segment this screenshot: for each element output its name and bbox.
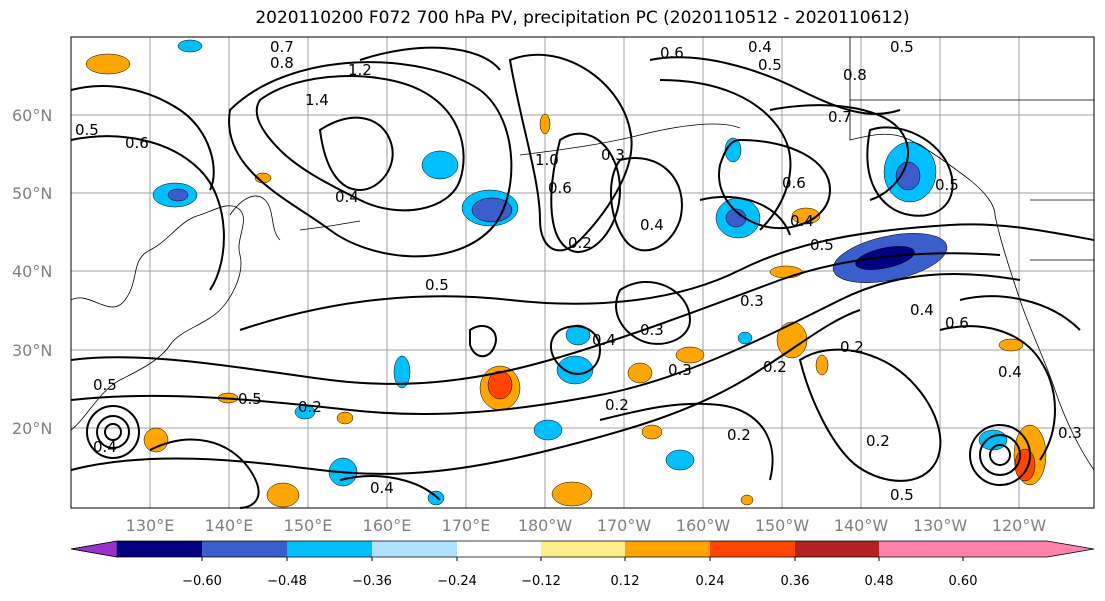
- svg-text:0.3: 0.3: [668, 361, 692, 379]
- svg-text:0.2: 0.2: [763, 358, 787, 376]
- svg-text:0.5: 0.5: [890, 38, 914, 56]
- svg-text:0.7: 0.7: [270, 38, 294, 56]
- contour-labels: 0.7 0.8 1.2 1.4 0.6 0.4 0.5 0.8 0.7 0.5 …: [75, 38, 1082, 504]
- lon-label: 140°E: [205, 516, 254, 535]
- colorbar-tick: −0.24: [437, 574, 477, 589]
- svg-text:0.5: 0.5: [935, 176, 959, 194]
- colorbar-tick: 0.60: [949, 574, 978, 589]
- svg-text:0.6: 0.6: [548, 179, 572, 197]
- map-title: 2020110200 F072 700 hPa PV, precipitatio…: [255, 8, 910, 28]
- svg-text:0.3: 0.3: [640, 321, 664, 339]
- svg-text:0.8: 0.8: [843, 66, 867, 84]
- svg-text:0.2: 0.2: [727, 426, 751, 444]
- lat-label: 50°N: [12, 184, 52, 203]
- lon-label: 150°E: [284, 516, 333, 535]
- lon-label: 140°W: [834, 516, 889, 535]
- svg-text:1.4: 1.4: [305, 91, 329, 109]
- svg-text:0.8: 0.8: [270, 54, 294, 72]
- colorbar: −0.60 −0.48 −0.36 −0.24 −0.12 0.12 0.24 …: [70, 540, 1095, 589]
- colorbar-tick: −0.12: [521, 574, 561, 589]
- colorbar-tick: −0.36: [352, 574, 392, 589]
- svg-text:0.3: 0.3: [1058, 424, 1082, 442]
- svg-text:0.4: 0.4: [640, 216, 664, 234]
- svg-text:1.2: 1.2: [348, 61, 372, 79]
- lon-label: 130°E: [126, 516, 175, 535]
- lat-label: 20°N: [12, 419, 52, 438]
- lon-label: 160°E: [363, 516, 412, 535]
- pv-contours: [70, 46, 1095, 509]
- lon-label: 130°W: [913, 516, 968, 535]
- lon-label: 180°W: [518, 516, 573, 535]
- svg-text:0.6: 0.6: [945, 314, 969, 332]
- svg-text:0.3: 0.3: [740, 292, 764, 310]
- lat-label: 30°N: [12, 341, 52, 360]
- gridlines: [71, 37, 1094, 508]
- lon-label: 170°E: [442, 516, 491, 535]
- svg-text:0.2: 0.2: [568, 234, 592, 252]
- colorbar-tick: 0.48: [865, 574, 894, 589]
- svg-text:0.2: 0.2: [866, 432, 890, 450]
- longitude-labels: 130°E 140°E 150°E 160°E 170°E 180°W 170°…: [126, 516, 1047, 535]
- svg-text:0.5: 0.5: [425, 276, 449, 294]
- colorbar-tick: −0.60: [182, 574, 222, 589]
- lat-label: 60°N: [12, 106, 52, 125]
- lat-label: 40°N: [12, 262, 52, 281]
- svg-text:0.4: 0.4: [592, 331, 616, 349]
- latitude-labels: 60°N 50°N 40°N 30°N 20°N: [12, 106, 52, 438]
- colorbar-tick: −0.48: [267, 574, 307, 589]
- svg-text:0.4: 0.4: [998, 363, 1022, 381]
- colorbar-tick: 0.12: [611, 574, 640, 589]
- svg-text:0.5: 0.5: [758, 56, 782, 74]
- svg-text:0.7: 0.7: [828, 108, 852, 126]
- lon-label: 150°W: [755, 516, 810, 535]
- svg-text:1.0: 1.0: [535, 151, 559, 169]
- svg-text:0.3: 0.3: [601, 146, 625, 164]
- svg-text:0.2: 0.2: [840, 338, 864, 356]
- svg-text:0.4: 0.4: [790, 212, 814, 230]
- lon-label: 170°W: [597, 516, 652, 535]
- coastlines: [70, 37, 1095, 471]
- svg-text:0.2: 0.2: [605, 396, 629, 414]
- svg-text:0.5: 0.5: [75, 121, 99, 139]
- svg-text:0.4: 0.4: [748, 38, 772, 56]
- svg-text:0.5: 0.5: [810, 236, 834, 254]
- svg-text:0.5: 0.5: [238, 390, 262, 408]
- svg-text:0.4: 0.4: [335, 188, 359, 206]
- svg-text:0.5: 0.5: [93, 376, 117, 394]
- colorbar-tick: 0.24: [696, 574, 725, 589]
- colorbar-tick: 0.36: [781, 574, 810, 589]
- lon-label: 120°W: [992, 516, 1047, 535]
- svg-text:0.6: 0.6: [125, 134, 149, 152]
- svg-text:0.2: 0.2: [298, 398, 322, 416]
- svg-text:0.4: 0.4: [910, 301, 934, 319]
- svg-text:0.5: 0.5: [890, 486, 914, 504]
- lon-label: 160°W: [676, 516, 731, 535]
- svg-text:0.6: 0.6: [782, 174, 806, 192]
- svg-text:0.6: 0.6: [660, 44, 684, 62]
- svg-text:0.4: 0.4: [93, 438, 117, 456]
- svg-text:0.4: 0.4: [370, 479, 394, 497]
